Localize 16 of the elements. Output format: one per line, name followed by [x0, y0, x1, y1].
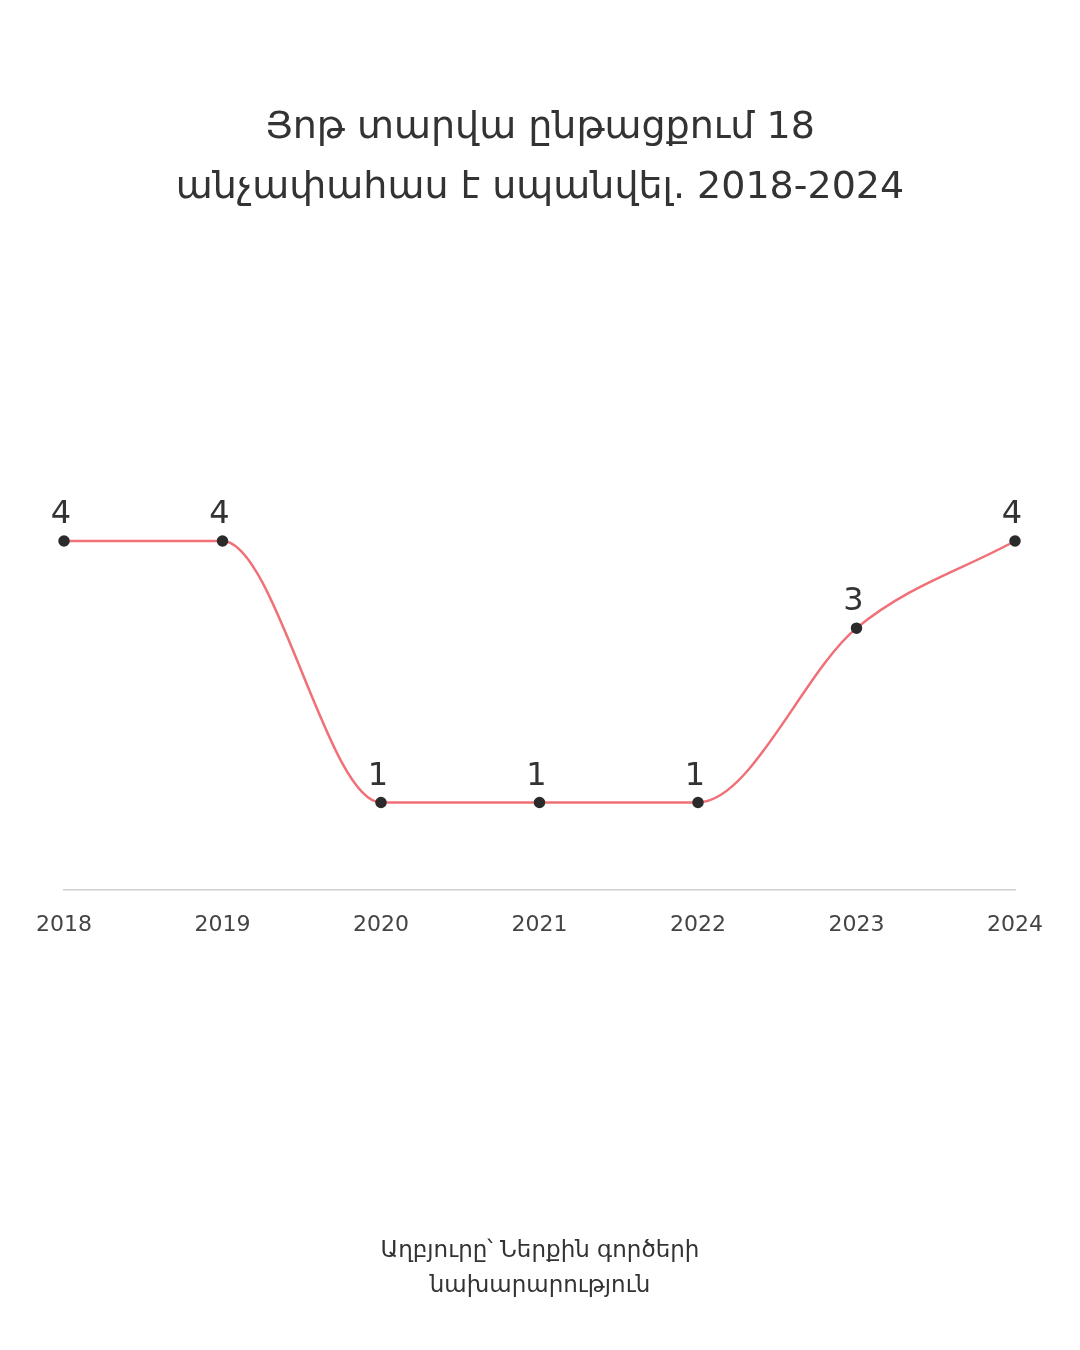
x-tick-label: 2021: [511, 910, 568, 936]
data-label: 1: [684, 754, 706, 793]
x-tick-label: 2019: [194, 910, 251, 936]
data-label: 3: [843, 580, 864, 619]
data-label: 4: [1001, 493, 1023, 532]
x-tick-label: 2023: [828, 910, 885, 936]
data-label: 1: [367, 754, 389, 793]
x-tick-label: 2024: [987, 910, 1043, 936]
text: Աղբյուրը՝ Ներքին գործերի նախարարություն: [379, 1235, 701, 1299]
x-tick-label: 2020: [353, 910, 409, 936]
data-label: 4: [50, 493, 72, 532]
chart-title: Յոթ տարվա ընթացքում 18 անչափահաս է սպանվել. 2018-2024: [174, 102, 906, 209]
x-tick-label: 2018: [36, 910, 92, 936]
data-label: 1: [526, 754, 547, 793]
data-label: 4: [209, 493, 230, 532]
x-tick-label: 2022: [670, 910, 726, 936]
